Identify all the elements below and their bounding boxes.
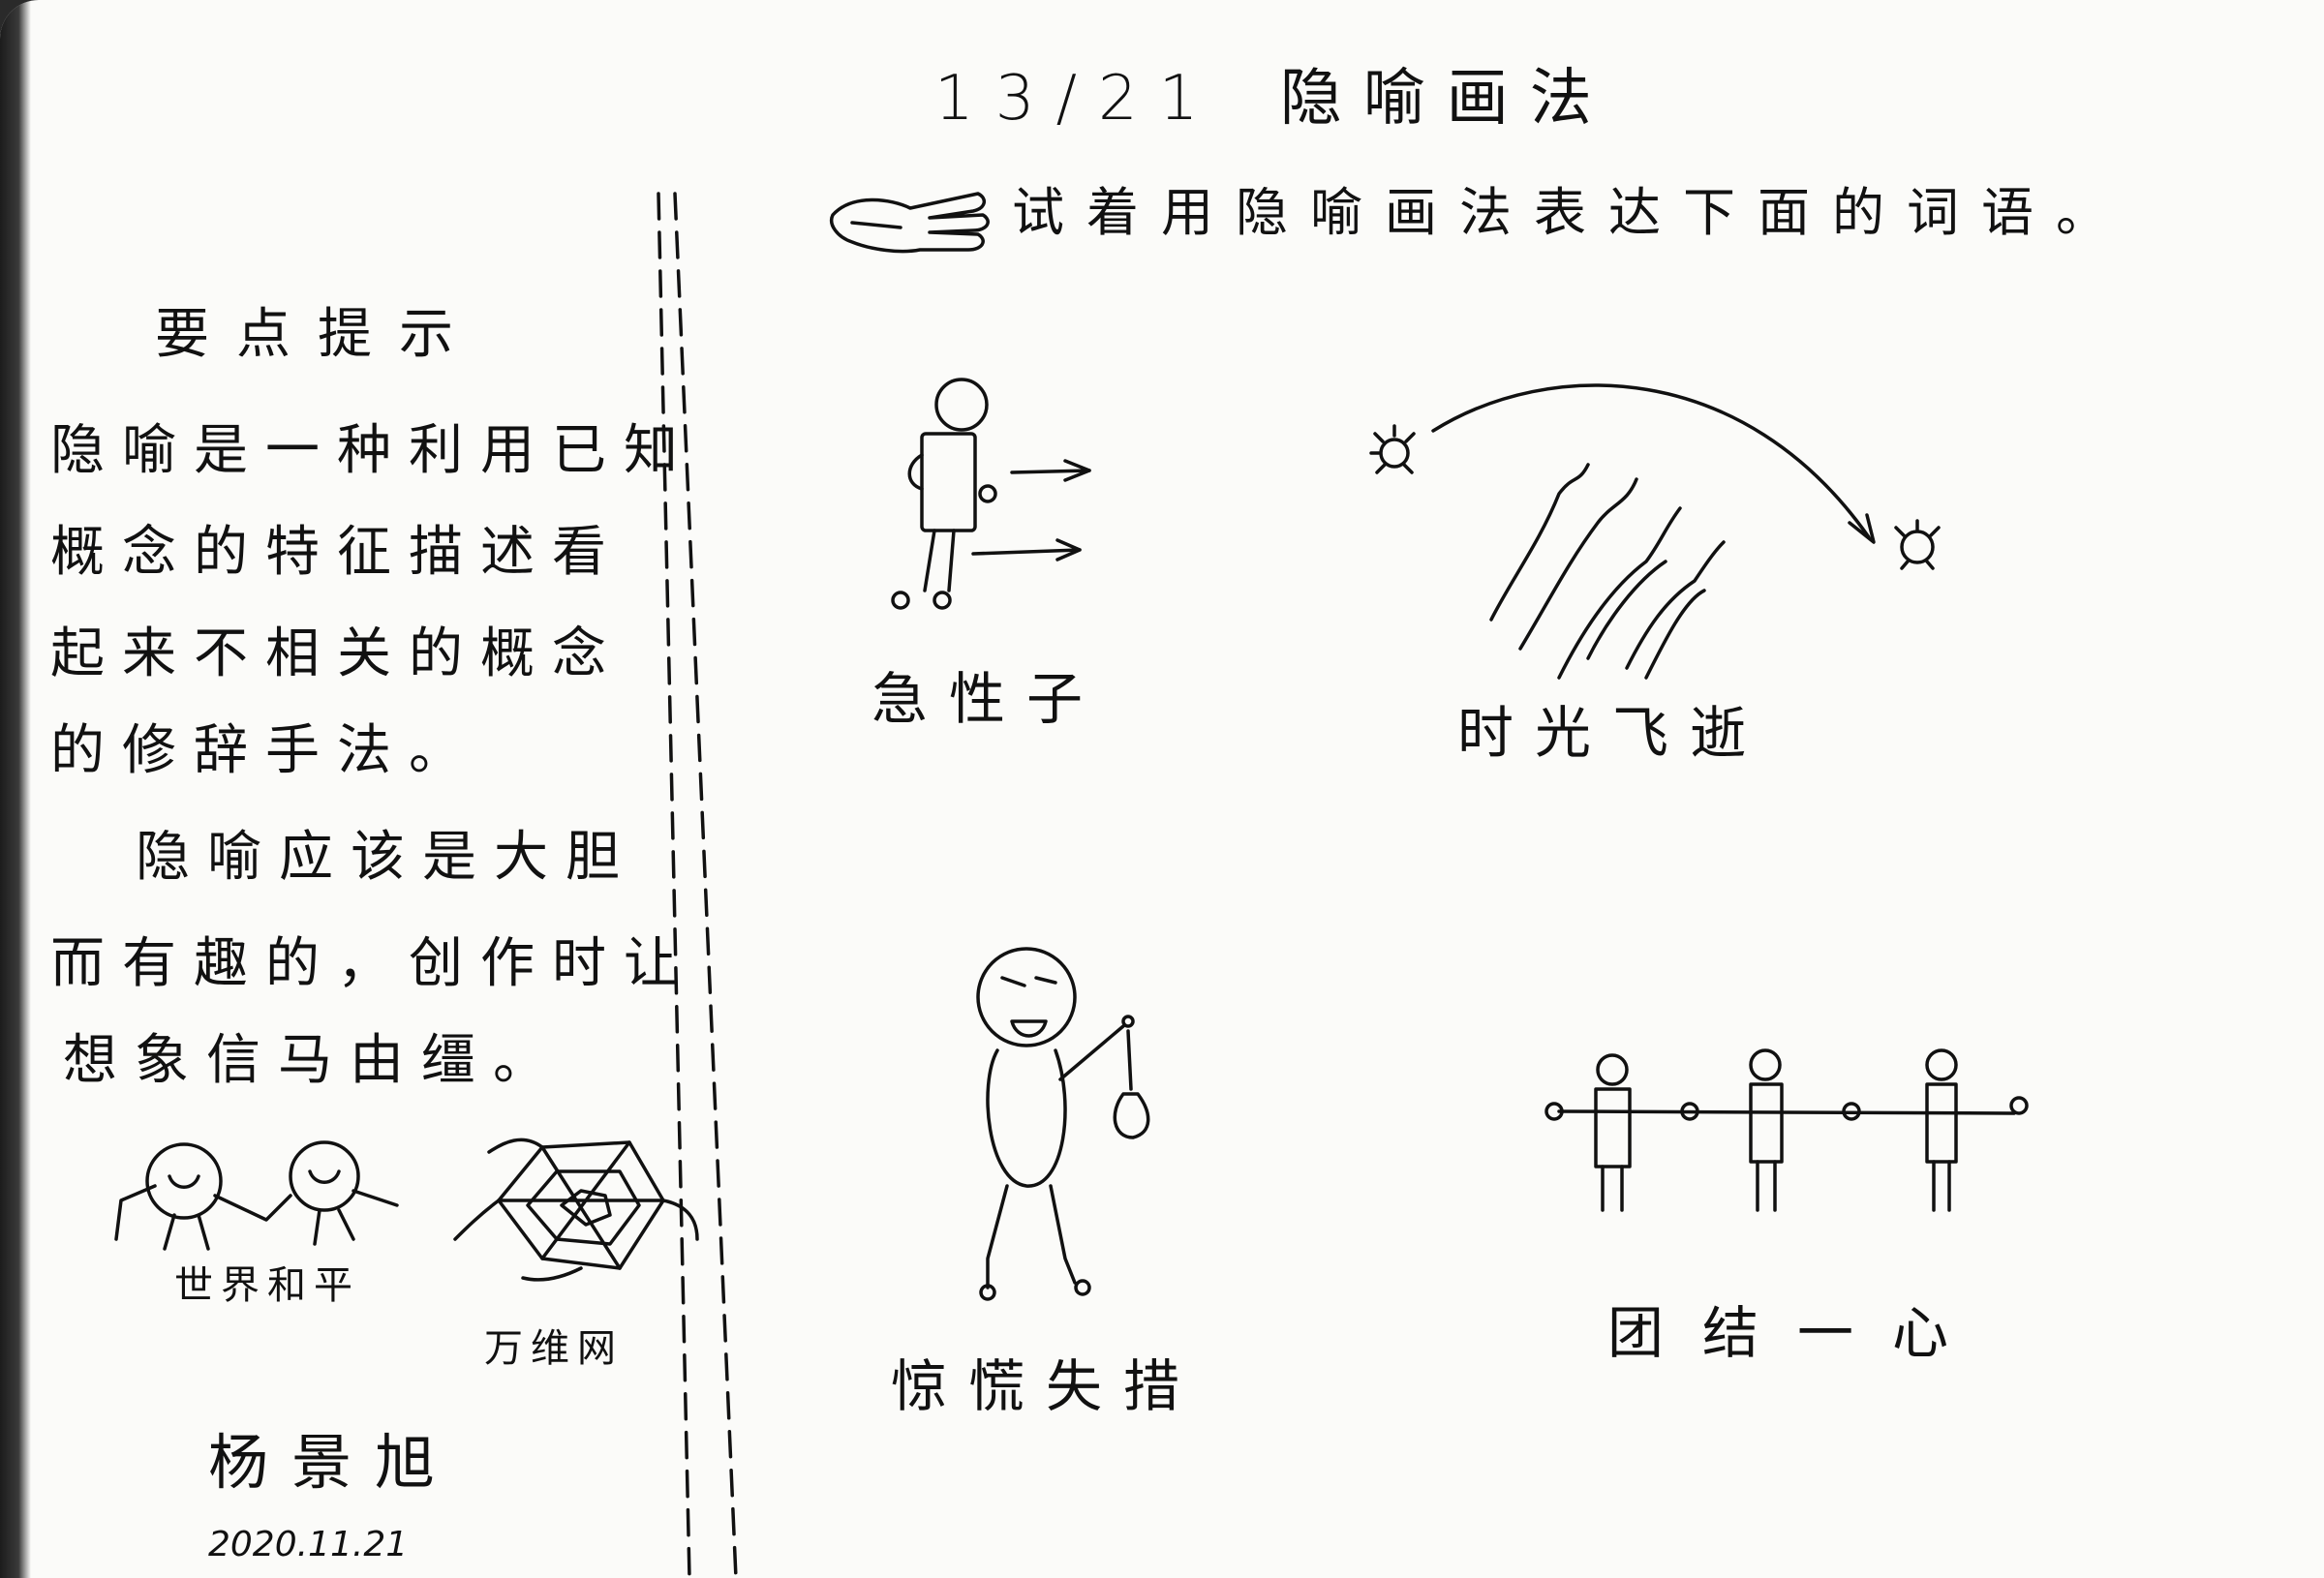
title-text: 隐喻画法 <box>1279 63 1613 135</box>
tips-line: 隐喻应该是大胆 <box>136 826 637 889</box>
caption-impatient: 急性子 <box>872 666 1105 732</box>
example-caption-world-peace: 世界和平 <box>174 1263 360 1308</box>
instruction-text: 试着用隐喻画法表达下面的词语。 <box>1012 182 2130 243</box>
tips-line: 起来不相关的概念 <box>50 622 624 685</box>
tips-line: 而有趣的，创作时让 <box>50 932 695 995</box>
panicked-person-icon <box>976 947 1150 1301</box>
caption-panic: 惊慌失措 <box>891 1353 1202 1419</box>
page-title: 13/21 隐喻画法 <box>934 48 1613 137</box>
entry-date: 13/21 <box>934 63 1220 135</box>
tips-line: 隐喻是一种利用已知 <box>50 419 695 482</box>
caption-time-flies: 时光飞逝 <box>1457 700 1768 766</box>
signature-name: 杨景旭 <box>208 1427 459 1498</box>
tips-line: 的修辞手法。 <box>50 719 480 782</box>
signature-date: 2020.11.21 <box>208 1525 409 1564</box>
spider-web-icon <box>453 1138 699 1282</box>
pointing-hand-icon <box>830 192 990 254</box>
caption-unity: 团结一心 <box>1607 1300 1988 1366</box>
linked-figures-icon <box>1544 1048 2029 1212</box>
two-globes-holding-hands-icon <box>114 1140 399 1251</box>
tips-heading: 要点提示 <box>155 303 480 366</box>
sun-arc-icon <box>1369 383 1941 680</box>
tips-line: 概念的特征描述看 <box>50 521 624 584</box>
example-caption-web: 万维网 <box>484 1326 624 1371</box>
tips-line: 想象信马由缰。 <box>63 1029 565 1092</box>
dashed-divider <box>657 192 738 1578</box>
rushing-person-icon <box>891 378 1091 610</box>
